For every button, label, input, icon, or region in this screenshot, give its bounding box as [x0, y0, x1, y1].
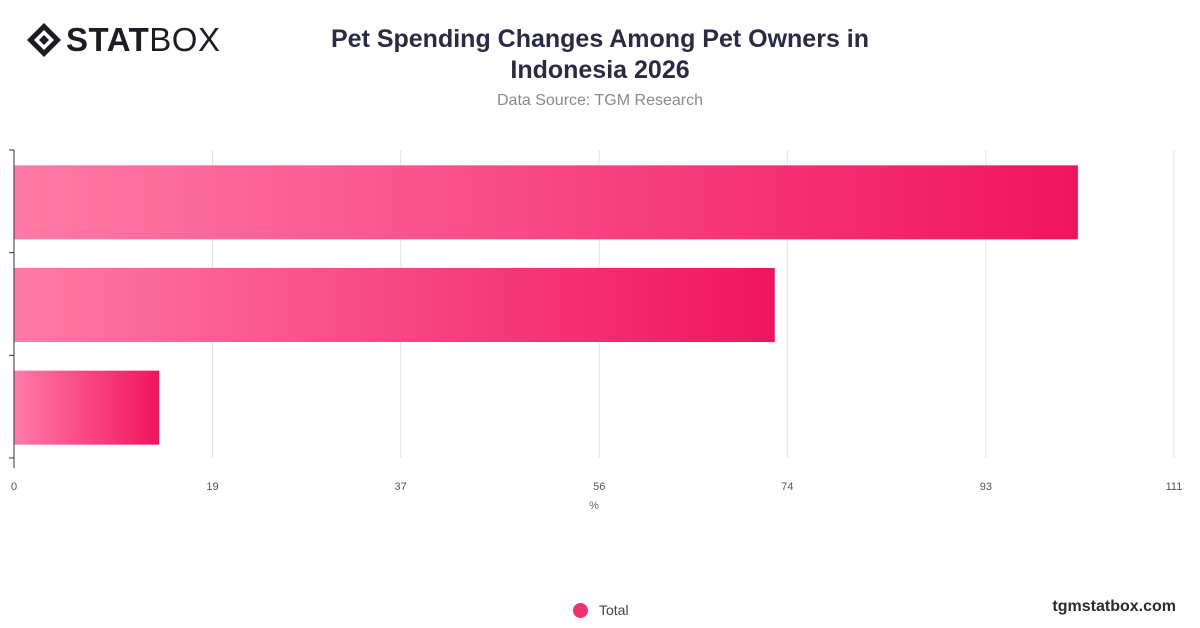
bar[interactable]	[14, 165, 1078, 240]
x-tick-label: 93	[980, 481, 992, 493]
brand-url[interactable]: tgmstatbox.com	[1052, 598, 1176, 615]
logo-wordmark-bold: STAT	[66, 21, 150, 58]
bars	[14, 165, 1078, 445]
logo-wordmark-regular: BOX	[149, 21, 221, 58]
x-tick-label: 0	[11, 481, 17, 493]
x-tick-label: 19	[206, 481, 218, 493]
x-tick-labels: 0 19 37 56 74 93 111	[11, 481, 1182, 493]
logo-wordmark: STATBOX	[66, 22, 220, 58]
legend-label-total: Total	[599, 602, 629, 618]
x-axis-title: %	[589, 500, 599, 512]
chart-subtitle: Data Source: TGM Research	[496, 92, 703, 109]
statbox-logo: STATBOX	[26, 22, 220, 58]
axes	[9, 149, 15, 468]
statbox-diamond-icon	[27, 23, 61, 57]
x-tick-label: 111	[1166, 481, 1183, 493]
bar[interactable]	[14, 370, 160, 445]
x-tick-label: 56	[593, 481, 605, 493]
legend[interactable]: Total	[573, 602, 629, 618]
legend-swatch	[573, 602, 588, 618]
x-tick-label: 37	[395, 481, 407, 493]
x-tick-label: 74	[781, 481, 793, 493]
chart-title: Pet Spending Changes Among Pet Owners in…	[330, 25, 870, 84]
bar[interactable]	[14, 268, 775, 342]
